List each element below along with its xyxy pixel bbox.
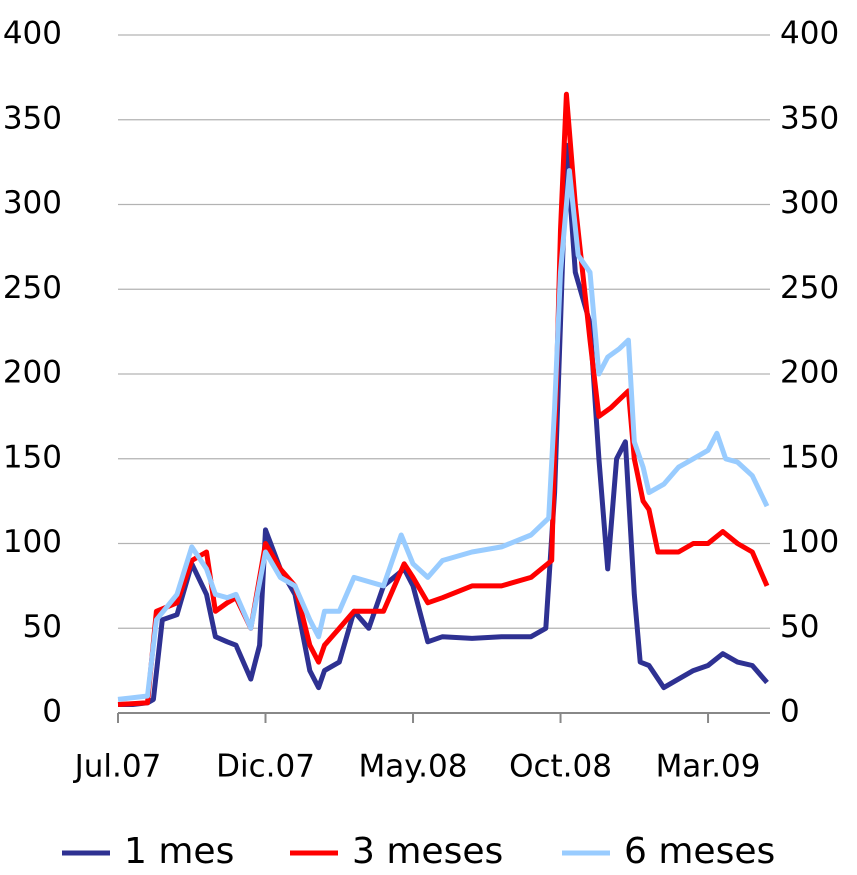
x-tick-label: Dic.07 bbox=[216, 749, 315, 785]
y-tick-label: 100 bbox=[3, 524, 62, 560]
legend-label: 1 mes bbox=[124, 831, 234, 871]
y2-tick-label: 50 bbox=[780, 609, 819, 645]
y2-tick-label: 350 bbox=[780, 100, 839, 136]
series-line bbox=[117, 91, 770, 707]
y-tick-label: 300 bbox=[3, 185, 62, 221]
y-tick-label: 150 bbox=[3, 439, 62, 475]
x-tick-label: Jul.07 bbox=[73, 749, 162, 785]
x-tick-label: Mar.09 bbox=[656, 749, 761, 785]
y-tick-label: 400 bbox=[3, 16, 62, 52]
series-line bbox=[117, 168, 770, 702]
series-line bbox=[118, 142, 769, 707]
y-tick-label: 50 bbox=[23, 609, 62, 645]
y2-tick-label: 300 bbox=[780, 185, 839, 221]
legend-label: 3 meses bbox=[352, 831, 503, 871]
y2-tick-label: 0 bbox=[780, 694, 800, 730]
y2-tick-label: 200 bbox=[780, 355, 839, 391]
y2-tick-label: 100 bbox=[780, 524, 839, 560]
y-tick-label: 200 bbox=[3, 355, 62, 391]
y-tick-label: 250 bbox=[3, 270, 62, 306]
x-tick-label: May.08 bbox=[359, 749, 468, 785]
y2-tick-label: 250 bbox=[780, 270, 839, 306]
y2-tick-label: 150 bbox=[780, 439, 839, 475]
y2-tick-label: 400 bbox=[780, 16, 839, 52]
y-tick-label: 0 bbox=[42, 694, 62, 730]
legend-label: 6 meses bbox=[624, 831, 775, 871]
x-tick-label: Oct.08 bbox=[509, 749, 612, 785]
y-tick-label: 350 bbox=[3, 100, 62, 136]
